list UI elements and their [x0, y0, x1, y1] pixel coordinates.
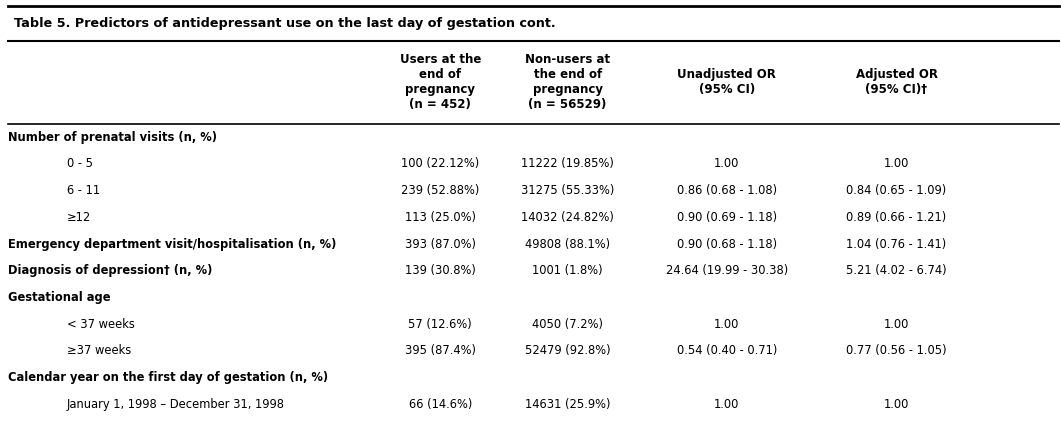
- Text: 1.00: 1.00: [884, 398, 909, 411]
- Text: Unadjusted OR
(95% CI): Unadjusted OR (95% CI): [677, 68, 777, 97]
- Text: 239 (52.88%): 239 (52.88%): [401, 184, 480, 197]
- Text: 139 (30.8%): 139 (30.8%): [405, 264, 475, 277]
- Text: 31275 (55.33%): 31275 (55.33%): [521, 184, 614, 197]
- Text: Users at the
end of
pregnancy
(n = 452): Users at the end of pregnancy (n = 452): [400, 53, 481, 112]
- Text: 0.54 (0.40 - 0.71): 0.54 (0.40 - 0.71): [677, 344, 777, 357]
- Text: 66 (14.6%): 66 (14.6%): [408, 398, 472, 411]
- Text: 0.90 (0.69 - 1.18): 0.90 (0.69 - 1.18): [677, 211, 777, 224]
- Text: ≥12: ≥12: [67, 211, 91, 224]
- Text: 113 (25.0%): 113 (25.0%): [405, 211, 475, 224]
- Text: January 1, 1998 – December 31, 1998: January 1, 1998 – December 31, 1998: [67, 398, 284, 411]
- Text: Gestational age: Gestational age: [8, 291, 111, 304]
- Text: < 37 weeks: < 37 weeks: [67, 318, 135, 331]
- Text: 4050 (7.2%): 4050 (7.2%): [533, 318, 603, 331]
- Text: 0.86 (0.68 - 1.08): 0.86 (0.68 - 1.08): [677, 184, 777, 197]
- Text: Number of prenatal visits (n, %): Number of prenatal visits (n, %): [8, 131, 218, 144]
- Text: 0.84 (0.65 - 1.09): 0.84 (0.65 - 1.09): [847, 184, 946, 197]
- FancyBboxPatch shape: [8, 6, 1059, 41]
- Text: 1.00: 1.00: [714, 398, 740, 411]
- Text: Diagnosis of depression† (n, %): Diagnosis of depression† (n, %): [8, 264, 213, 277]
- Text: 1.00: 1.00: [714, 318, 740, 331]
- Text: Adjusted OR
(95% CI)†: Adjusted OR (95% CI)†: [855, 68, 938, 97]
- Text: 0.77 (0.56 - 1.05): 0.77 (0.56 - 1.05): [847, 344, 946, 357]
- Text: 49808 (88.1%): 49808 (88.1%): [525, 237, 610, 251]
- Text: 393 (87.0%): 393 (87.0%): [405, 237, 475, 251]
- Text: Table 5. Predictors of antidepressant use on the last day of gestation cont.: Table 5. Predictors of antidepressant us…: [14, 17, 555, 30]
- Text: 1.00: 1.00: [714, 157, 740, 170]
- Text: 1.00: 1.00: [884, 318, 909, 331]
- Text: 14032 (24.82%): 14032 (24.82%): [521, 211, 614, 224]
- Text: Emergency department visit/hospitalisation (n, %): Emergency department visit/hospitalisati…: [8, 237, 336, 251]
- Text: 5.21 (4.02 - 6.74): 5.21 (4.02 - 6.74): [847, 264, 946, 277]
- Text: 24.64 (19.99 - 30.38): 24.64 (19.99 - 30.38): [665, 264, 788, 277]
- Text: 52479 (92.8%): 52479 (92.8%): [525, 344, 610, 357]
- Text: 0.90 (0.68 - 1.18): 0.90 (0.68 - 1.18): [677, 237, 777, 251]
- Text: 57 (12.6%): 57 (12.6%): [408, 318, 472, 331]
- Text: 11222 (19.85%): 11222 (19.85%): [521, 157, 614, 170]
- Text: 0 - 5: 0 - 5: [67, 157, 93, 170]
- Text: 6 - 11: 6 - 11: [67, 184, 100, 197]
- Text: 395 (87.4%): 395 (87.4%): [405, 344, 475, 357]
- Text: 1.04 (0.76 - 1.41): 1.04 (0.76 - 1.41): [847, 237, 946, 251]
- Text: ≥37 weeks: ≥37 weeks: [67, 344, 132, 357]
- Text: 100 (22.12%): 100 (22.12%): [401, 157, 480, 170]
- Text: Calendar year on the first day of gestation (n, %): Calendar year on the first day of gestat…: [8, 371, 329, 384]
- Text: 14631 (25.9%): 14631 (25.9%): [525, 398, 610, 411]
- Text: 1001 (1.8%): 1001 (1.8%): [533, 264, 603, 277]
- Text: 1.00: 1.00: [884, 157, 909, 170]
- Text: 0.89 (0.66 - 1.21): 0.89 (0.66 - 1.21): [847, 211, 946, 224]
- Text: Non-users at
the end of
pregnancy
(n = 56529): Non-users at the end of pregnancy (n = 5…: [525, 53, 610, 112]
